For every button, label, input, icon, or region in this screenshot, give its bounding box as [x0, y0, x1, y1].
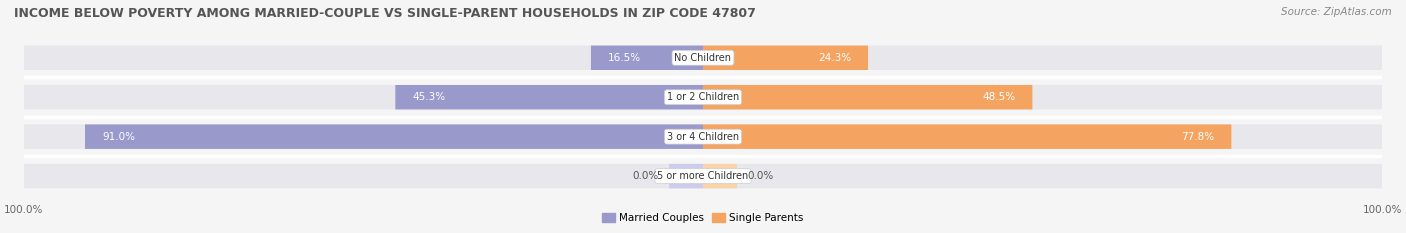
FancyBboxPatch shape: [703, 124, 1232, 149]
Legend: Married Couples, Single Parents: Married Couples, Single Parents: [599, 209, 807, 227]
Text: 24.3%: 24.3%: [818, 53, 851, 63]
FancyBboxPatch shape: [703, 124, 1382, 149]
FancyBboxPatch shape: [24, 124, 703, 149]
FancyBboxPatch shape: [703, 85, 1382, 110]
Text: 91.0%: 91.0%: [103, 132, 135, 142]
Text: Source: ZipAtlas.com: Source: ZipAtlas.com: [1281, 7, 1392, 17]
Text: 0.0%: 0.0%: [747, 171, 773, 181]
FancyBboxPatch shape: [669, 164, 703, 188]
FancyBboxPatch shape: [84, 124, 703, 149]
Text: 77.8%: 77.8%: [1181, 132, 1215, 142]
FancyBboxPatch shape: [395, 85, 703, 110]
FancyBboxPatch shape: [703, 164, 737, 188]
FancyBboxPatch shape: [703, 164, 1382, 188]
FancyBboxPatch shape: [24, 85, 703, 110]
Text: 0.0%: 0.0%: [633, 171, 659, 181]
FancyBboxPatch shape: [24, 45, 703, 70]
FancyBboxPatch shape: [703, 85, 1032, 110]
Text: 1 or 2 Children: 1 or 2 Children: [666, 92, 740, 102]
Text: 3 or 4 Children: 3 or 4 Children: [666, 132, 740, 142]
FancyBboxPatch shape: [591, 45, 703, 70]
FancyBboxPatch shape: [703, 45, 868, 70]
FancyBboxPatch shape: [703, 45, 1382, 70]
Text: 48.5%: 48.5%: [983, 92, 1015, 102]
Text: 5 or more Children: 5 or more Children: [658, 171, 748, 181]
Text: INCOME BELOW POVERTY AMONG MARRIED-COUPLE VS SINGLE-PARENT HOUSEHOLDS IN ZIP COD: INCOME BELOW POVERTY AMONG MARRIED-COUPL…: [14, 7, 756, 20]
FancyBboxPatch shape: [24, 164, 703, 188]
Text: 45.3%: 45.3%: [412, 92, 446, 102]
Text: 16.5%: 16.5%: [607, 53, 641, 63]
Text: No Children: No Children: [675, 53, 731, 63]
